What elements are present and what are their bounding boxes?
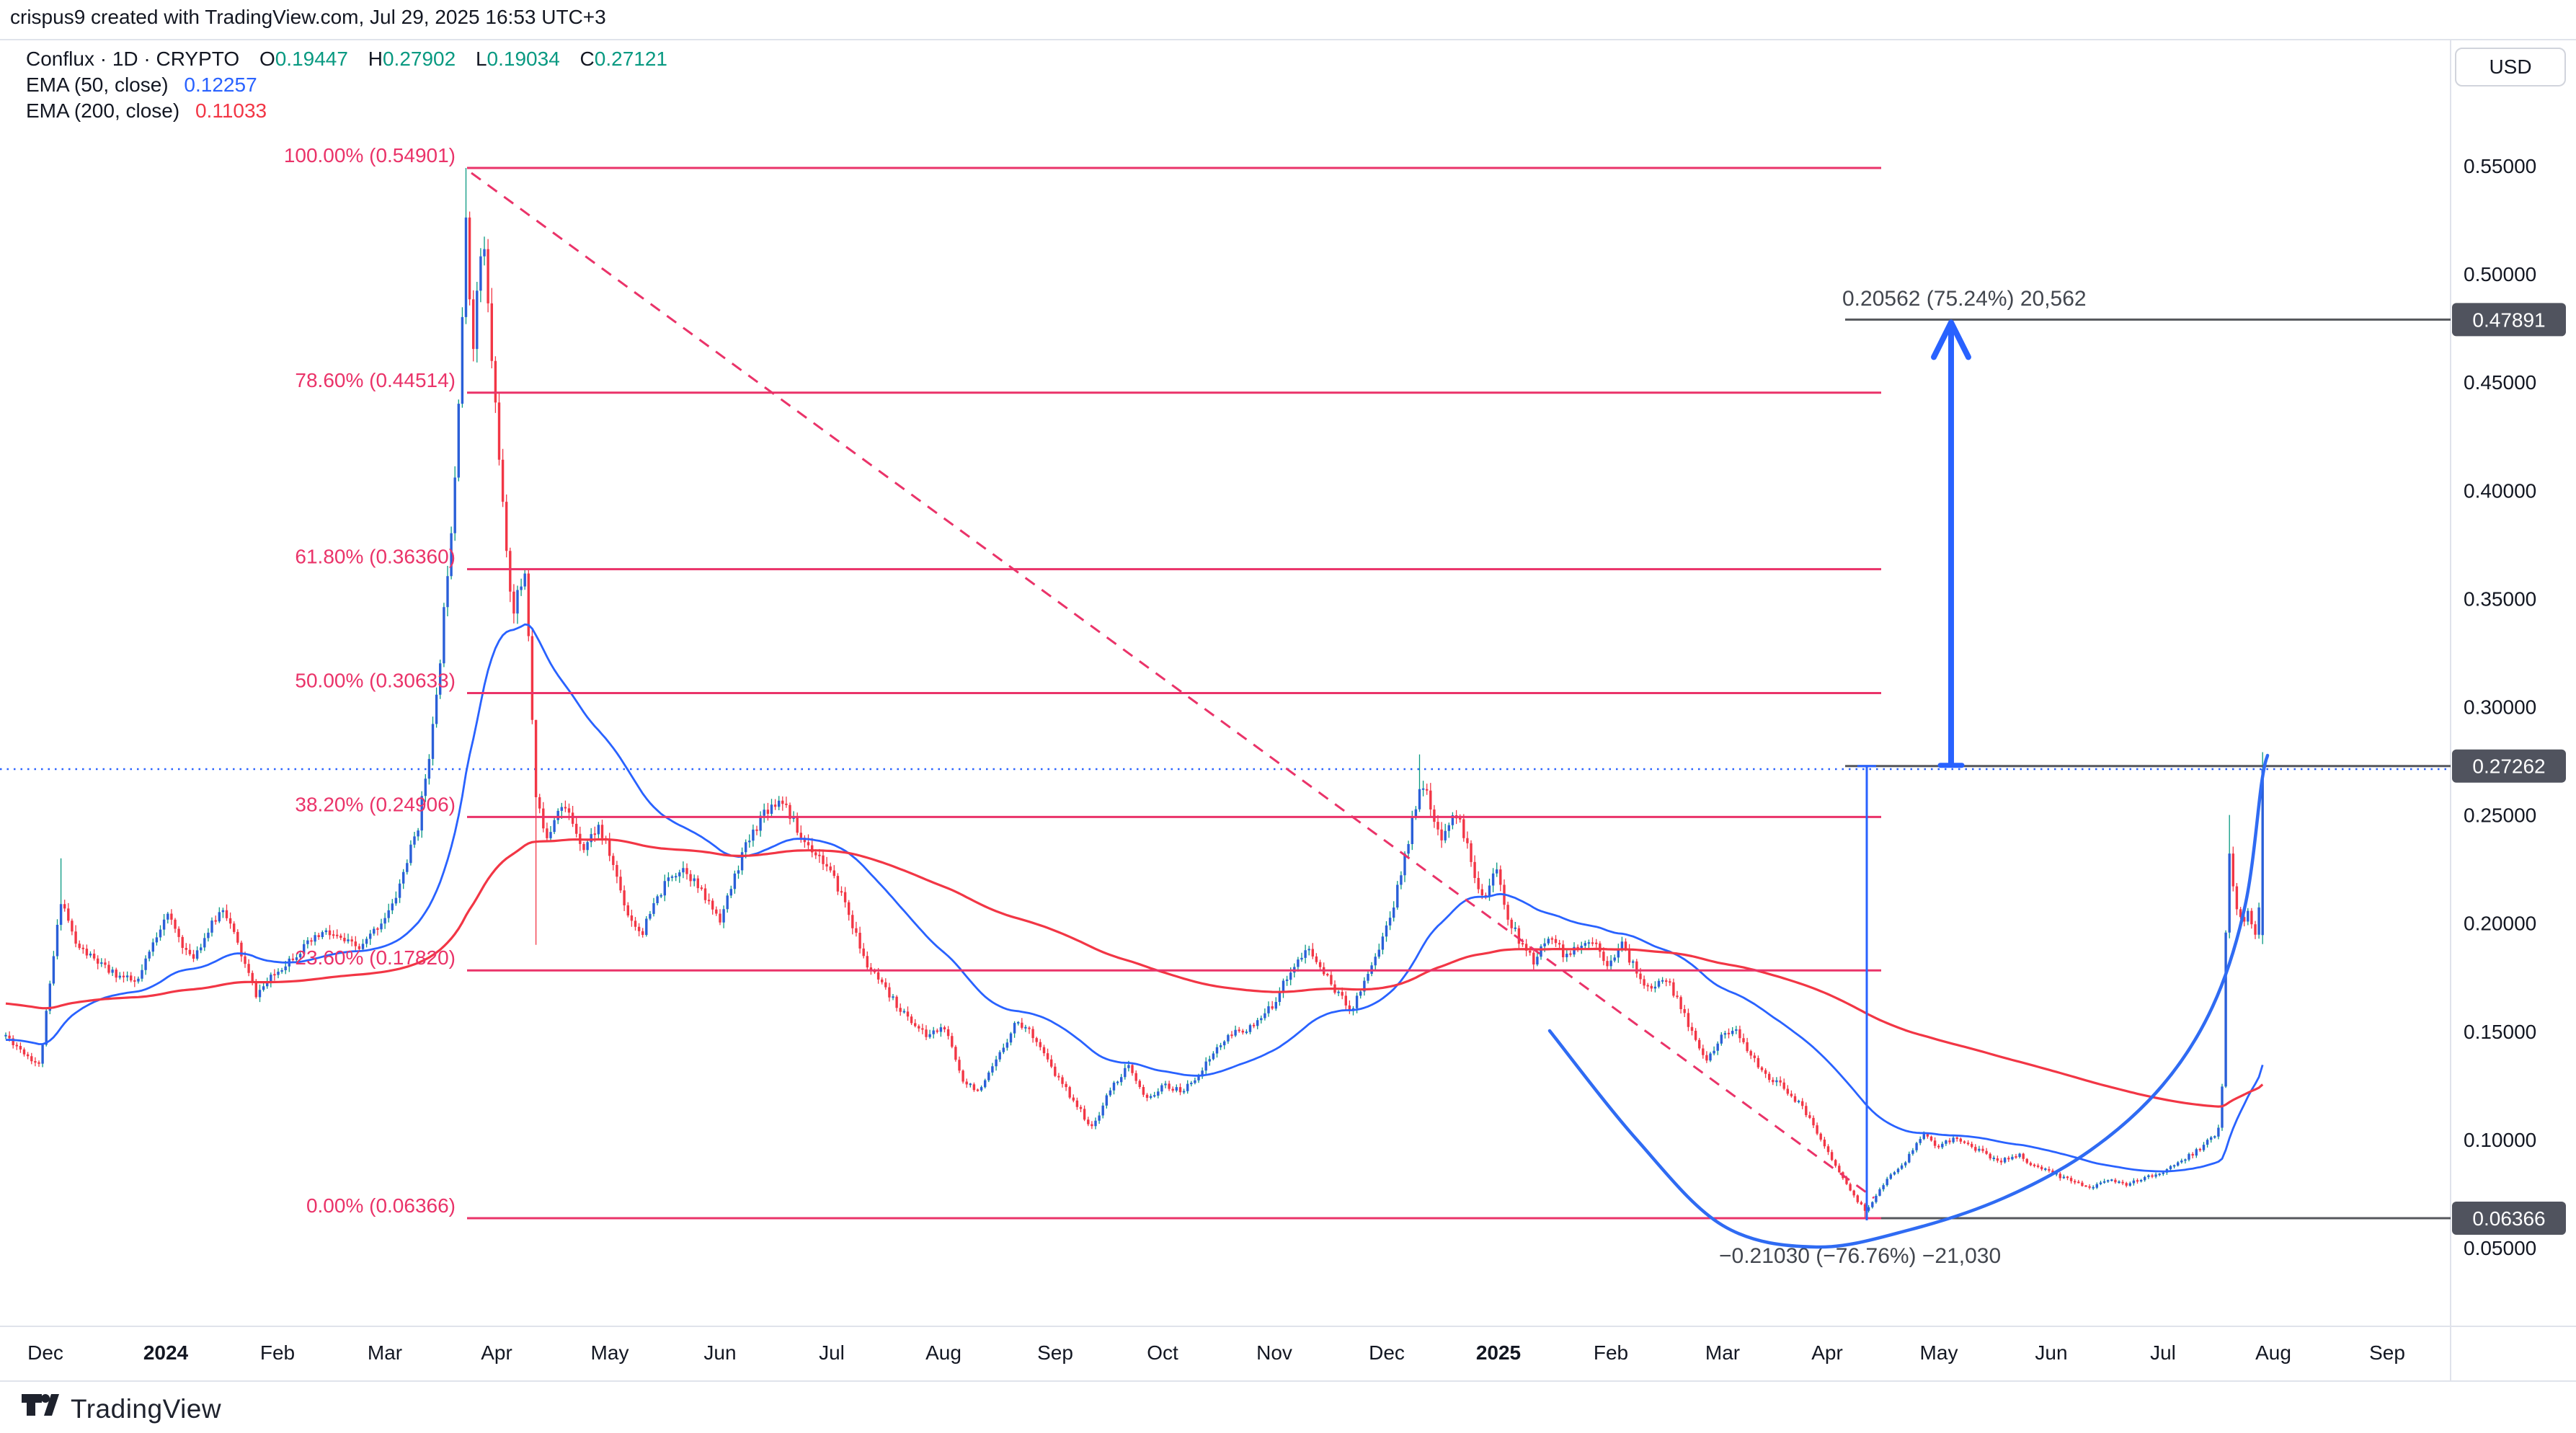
ema50-legend-row: EMA (50, close) 0.12257 xyxy=(26,72,667,98)
time-axis-labels: Dec 2024 Feb Mar Apr May Jun Jul Aug Sep Oct Nov Dec… xyxy=(27,1341,2405,1364)
ema200-line xyxy=(5,838,2264,1108)
fib-level-label: 61.80% (0.36360) xyxy=(295,546,456,568)
measure-arrow-up[interactable] xyxy=(1931,319,1971,768)
fib-level-label: 50.00% (0.30633) xyxy=(295,670,456,692)
time-tick-label: May xyxy=(1920,1341,1958,1364)
close-label: C xyxy=(579,48,595,70)
time-tick-label: Oct xyxy=(1147,1341,1178,1364)
price-badge xyxy=(2452,749,2566,783)
time-tick-label: Aug xyxy=(925,1341,961,1364)
ema50-label: EMA (50, close) xyxy=(26,74,169,96)
high-label: H xyxy=(368,48,383,70)
price-tick-label: 0.25000 xyxy=(2464,804,2536,827)
candles-down xyxy=(8,211,2257,1218)
time-tick-label: Aug xyxy=(2255,1341,2291,1364)
time-tick-label: Mar xyxy=(368,1341,402,1364)
symbol-title: Conflux · 1D · CRYPTO xyxy=(26,48,240,70)
price-tick-label: 0.45000 xyxy=(2464,371,2536,394)
fib-retracement[interactable]: 100.00% (0.54901) 78.60% (0.44514) 61.80% … xyxy=(284,144,1881,1220)
time-tick-label: Nov xyxy=(1256,1341,1292,1364)
currency-toggle-button[interactable]: USD xyxy=(2455,48,2566,86)
price-tick-label: 0.30000 xyxy=(2464,696,2536,719)
ema200-label: EMA (200, close) xyxy=(26,99,180,122)
price-tick-label: 0.55000 xyxy=(2464,155,2536,177)
time-tick-label: Feb xyxy=(260,1341,295,1364)
price-axis-badges[interactable]: 0.47891 0.27262 0.06366 xyxy=(2452,303,2566,1235)
fib-level-label: 100.00% (0.54901) xyxy=(284,144,456,167)
time-tick-label: May xyxy=(591,1341,629,1364)
measure-line-down[interactable] xyxy=(1857,765,1876,1220)
symbol-title-row: Conflux · 1D · CRYPTO O0.19447 H0.27902 … xyxy=(26,46,667,72)
projection-lines[interactable]: 0.20562 (75.24%) 20,562 −0.21030 (−76.76%… xyxy=(1719,287,2451,1268)
time-tick-label: Jun xyxy=(2035,1341,2067,1364)
candles-up xyxy=(4,168,2264,1213)
low-value: 0.19034 xyxy=(487,48,560,70)
time-tick-label: Sep xyxy=(2369,1341,2405,1364)
symbol-legend: Conflux · 1D · CRYPTO O0.19447 H0.27902 … xyxy=(26,46,667,124)
open-label: O xyxy=(259,48,275,70)
time-tick-label: Mar xyxy=(1705,1341,1740,1364)
projection-label: 0.20562 (75.24%) 20,562 xyxy=(1842,287,2087,311)
time-tick-label: Sep xyxy=(1037,1341,1073,1364)
ema200-legend-row: EMA (200, close) 0.11033 xyxy=(26,98,667,124)
time-tick-label: Jun xyxy=(703,1341,736,1364)
price-tick-label: 0.15000 xyxy=(2464,1021,2536,1043)
time-tick-label: Feb xyxy=(1594,1341,1628,1364)
time-tick-label: Apr xyxy=(1811,1341,1843,1364)
price-axis-labels: 0.55000 0.50000 0.45000 0.40000 0.35000 0.300… xyxy=(2464,155,2536,1259)
high-value: 0.27902 xyxy=(382,48,456,70)
rounded-bottom-curve[interactable] xyxy=(1547,753,2270,1249)
price-badge xyxy=(2452,1202,2566,1235)
attribution-text: crispus9 created with TradingView.com, J… xyxy=(10,6,606,28)
tradingview-logo-icon xyxy=(22,1394,59,1416)
price-tick-label: 0.05000 xyxy=(2464,1237,2536,1259)
time-tick-label: 2024 xyxy=(143,1341,189,1364)
time-tick-label: Dec xyxy=(27,1341,63,1364)
fib-trendline-dashed xyxy=(471,172,1875,1199)
fib-level-label: 38.20% (0.24906) xyxy=(295,793,456,815)
open-value: 0.19447 xyxy=(275,48,348,70)
time-tick-label: Jul xyxy=(2150,1341,2176,1364)
ema200-value: 0.11033 xyxy=(195,99,267,122)
ema50-line xyxy=(5,623,2264,1173)
ema50-value: 0.12257 xyxy=(184,74,257,96)
price-tick-label: 0.35000 xyxy=(2464,587,2536,610)
price-tick-label: 0.40000 xyxy=(2464,479,2536,502)
fib-level-label: 78.60% (0.44514) xyxy=(295,369,456,391)
tradingview-logo[interactable]: TradingView xyxy=(22,1394,221,1424)
time-tick-label: Apr xyxy=(481,1341,512,1364)
pane-separators xyxy=(0,39,2576,1382)
fib-level-label: 0.00% (0.06366) xyxy=(306,1194,456,1217)
projection-label: −0.21030 (−76.76%) −21,030 xyxy=(1719,1244,2001,1268)
price-badge-label: 0.06366 xyxy=(2472,1207,2545,1230)
price-tick-label: 0.20000 xyxy=(2464,913,2536,935)
time-tick-label: Dec xyxy=(1369,1341,1405,1364)
time-tick-label: 2025 xyxy=(1476,1341,1521,1364)
tradingview-logo-text: TradingView xyxy=(71,1394,222,1424)
low-label: L xyxy=(475,48,487,70)
fib-level-label: 23.60% (0.17820) xyxy=(295,946,456,969)
price-tick-label: 0.10000 xyxy=(2464,1129,2536,1151)
price-badge-label: 0.47891 xyxy=(2472,309,2545,331)
price-badge-label: 0.27262 xyxy=(2472,755,2545,778)
time-tick-label: Jul xyxy=(819,1341,845,1364)
price-tick-label: 0.50000 xyxy=(2464,263,2536,285)
price-badge xyxy=(2452,303,2566,337)
close-value: 0.27121 xyxy=(594,48,667,70)
